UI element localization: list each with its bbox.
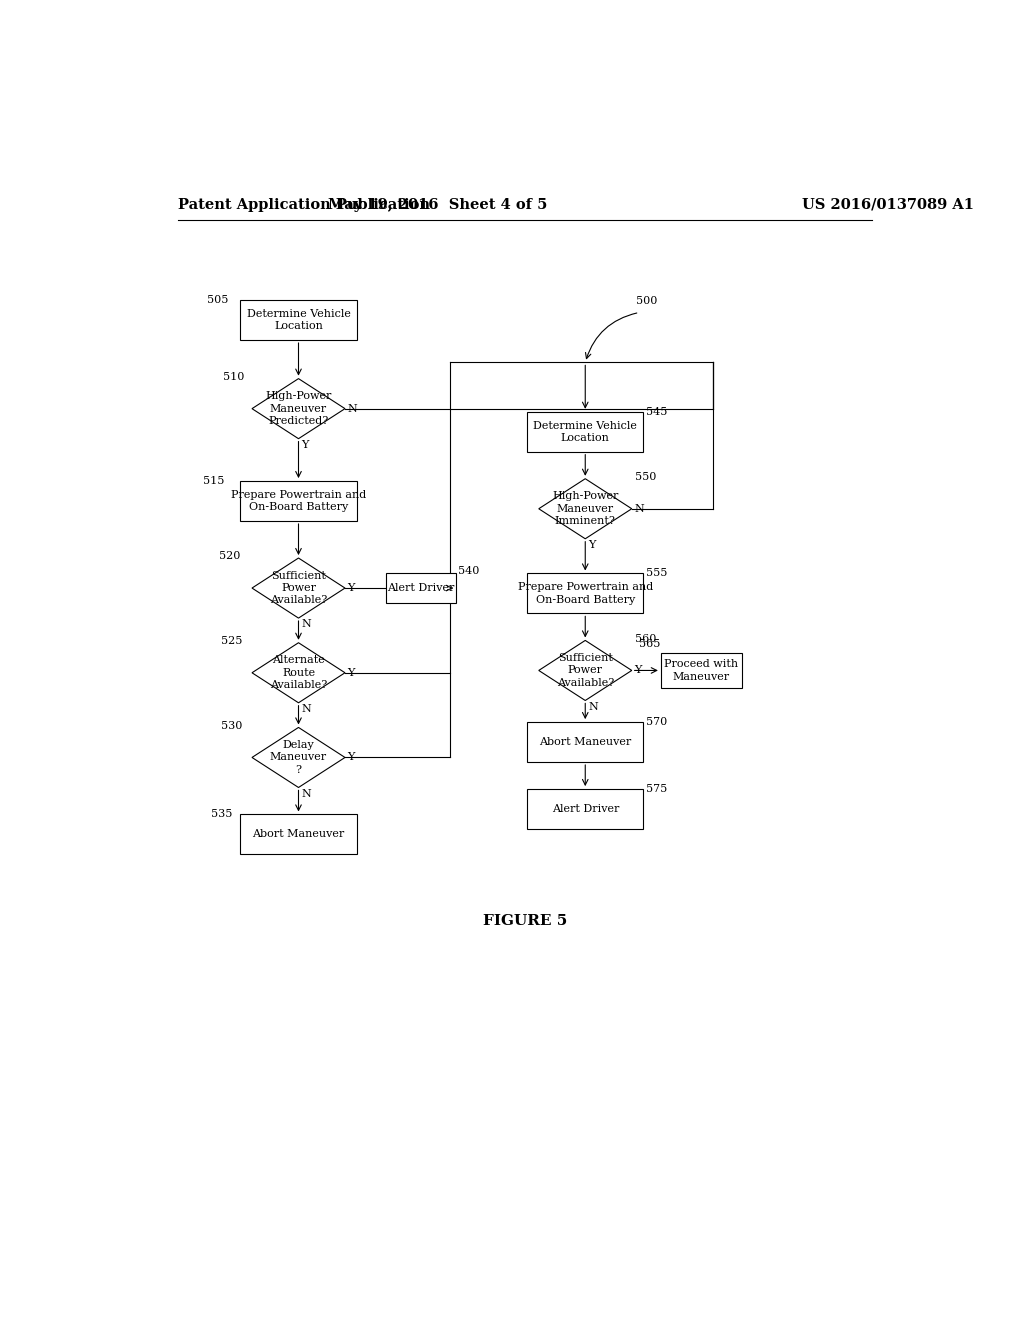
Text: 550: 550	[635, 473, 656, 482]
Text: Proceed with
Maneuver: Proceed with Maneuver	[665, 659, 738, 681]
Text: N: N	[347, 404, 357, 413]
Text: Patent Application Publication: Patent Application Publication	[178, 198, 430, 211]
Text: Determine Vehicle
Location: Determine Vehicle Location	[534, 421, 637, 444]
FancyArrowPatch shape	[586, 313, 637, 359]
Polygon shape	[539, 479, 632, 539]
FancyBboxPatch shape	[241, 814, 356, 854]
Text: Sufficient
Power
Available?: Sufficient Power Available?	[557, 653, 613, 688]
Text: US 2016/0137089 A1: US 2016/0137089 A1	[802, 198, 974, 211]
Polygon shape	[252, 643, 345, 702]
FancyBboxPatch shape	[527, 789, 643, 829]
Text: 540: 540	[458, 566, 479, 576]
FancyBboxPatch shape	[527, 722, 643, 762]
Text: Abort Maneuver: Abort Maneuver	[539, 737, 632, 747]
Text: 500: 500	[636, 296, 657, 306]
Text: 575: 575	[646, 784, 668, 795]
Text: 555: 555	[646, 569, 668, 578]
Text: 560: 560	[635, 634, 656, 644]
Polygon shape	[252, 727, 345, 788]
Text: High-Power
Maneuver
Predicted?: High-Power Maneuver Predicted?	[265, 391, 332, 426]
Text: Y: Y	[347, 752, 354, 763]
Text: High-Power
Maneuver
Imminent?: High-Power Maneuver Imminent?	[552, 491, 618, 527]
Text: N: N	[302, 704, 311, 714]
FancyBboxPatch shape	[527, 573, 643, 614]
Polygon shape	[252, 558, 345, 618]
Text: Y: Y	[347, 583, 354, 593]
Text: Abort Maneuver: Abort Maneuver	[252, 829, 345, 840]
Text: 565: 565	[639, 639, 660, 649]
Text: N: N	[302, 619, 311, 630]
Text: FIGURE 5: FIGURE 5	[482, 913, 567, 928]
Text: Determine Vehicle
Location: Determine Vehicle Location	[247, 309, 350, 331]
Text: Alternate
Route
Available?: Alternate Route Available?	[270, 655, 327, 690]
Text: 545: 545	[646, 407, 668, 417]
Text: 530: 530	[221, 721, 243, 731]
FancyBboxPatch shape	[386, 573, 456, 603]
Polygon shape	[252, 379, 345, 438]
Text: Y: Y	[634, 665, 641, 676]
Text: 505: 505	[207, 296, 228, 305]
Text: May 19, 2016  Sheet 4 of 5: May 19, 2016 Sheet 4 of 5	[329, 198, 548, 211]
FancyBboxPatch shape	[241, 480, 356, 521]
FancyBboxPatch shape	[241, 300, 356, 341]
Text: 525: 525	[221, 636, 243, 647]
Text: N: N	[589, 702, 598, 711]
Text: Prepare Powertrain and
On-Board Battery: Prepare Powertrain and On-Board Battery	[517, 582, 653, 605]
Text: Delay
Maneuver
?: Delay Maneuver ?	[270, 741, 327, 775]
Text: Alert Driver: Alert Driver	[552, 804, 618, 814]
Text: Sufficient
Power
Available?: Sufficient Power Available?	[270, 570, 327, 606]
Text: Y: Y	[302, 440, 309, 450]
Text: Alert Driver: Alert Driver	[387, 583, 455, 593]
Text: 510: 510	[222, 372, 244, 381]
Text: Y: Y	[347, 668, 354, 677]
Text: 570: 570	[646, 717, 668, 727]
Polygon shape	[539, 640, 632, 701]
FancyBboxPatch shape	[527, 412, 643, 451]
Text: 515: 515	[203, 477, 224, 486]
Text: Prepare Powertrain and
On-Board Battery: Prepare Powertrain and On-Board Battery	[230, 490, 367, 512]
FancyBboxPatch shape	[660, 653, 742, 688]
Text: N: N	[302, 788, 311, 799]
Text: Y: Y	[589, 540, 596, 550]
Text: 535: 535	[211, 809, 232, 820]
Text: 520: 520	[219, 552, 241, 561]
Text: N: N	[634, 504, 644, 513]
